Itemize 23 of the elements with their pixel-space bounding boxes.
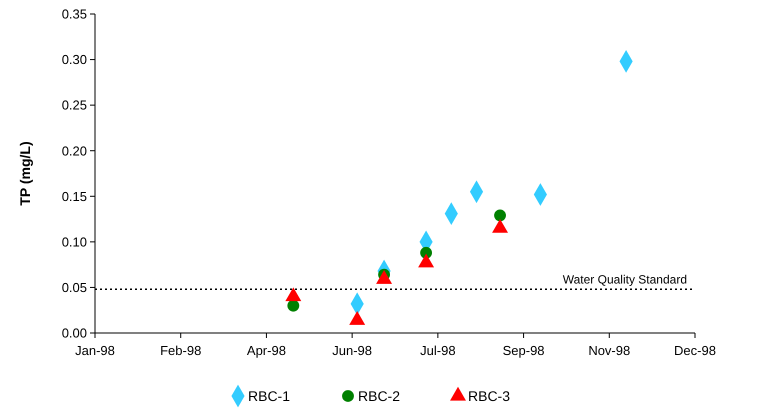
y-axis-title: TP (mg/L) bbox=[17, 141, 33, 206]
y-tick-label: 0.30 bbox=[62, 52, 87, 68]
x-tick-label: Apr-98 bbox=[246, 343, 286, 358]
y-tick-label: 0.00 bbox=[62, 326, 87, 341]
y-tick-label: 0.05 bbox=[62, 280, 87, 295]
point bbox=[287, 300, 300, 312]
point bbox=[494, 210, 506, 222]
legend-label: RBC-1 bbox=[248, 388, 290, 404]
y-tick-label: 0.35 bbox=[62, 6, 87, 22]
x-tick-label: Jan-98 bbox=[75, 343, 115, 358]
legend-label: RBC-2 bbox=[358, 388, 400, 404]
x-tick-label: Sep-98 bbox=[502, 343, 545, 358]
x-tick-label: Jun-98 bbox=[332, 343, 372, 358]
x-tick-label: Dec-98 bbox=[674, 343, 716, 358]
x-tick-label: Jul-98 bbox=[420, 343, 456, 358]
y-tick-label: 0.20 bbox=[62, 143, 87, 158]
y-tick-label: 0.10 bbox=[62, 234, 87, 250]
y-tick-label: 0.25 bbox=[62, 98, 87, 113]
ref-line-label: Water Quality Standard bbox=[562, 272, 687, 286]
x-tick-label: Feb-98 bbox=[160, 343, 202, 358]
legend-label: RBC-3 bbox=[468, 388, 510, 404]
y-tick-label: 0.15 bbox=[62, 188, 87, 204]
x-tick-label: Nov-98 bbox=[588, 343, 630, 358]
